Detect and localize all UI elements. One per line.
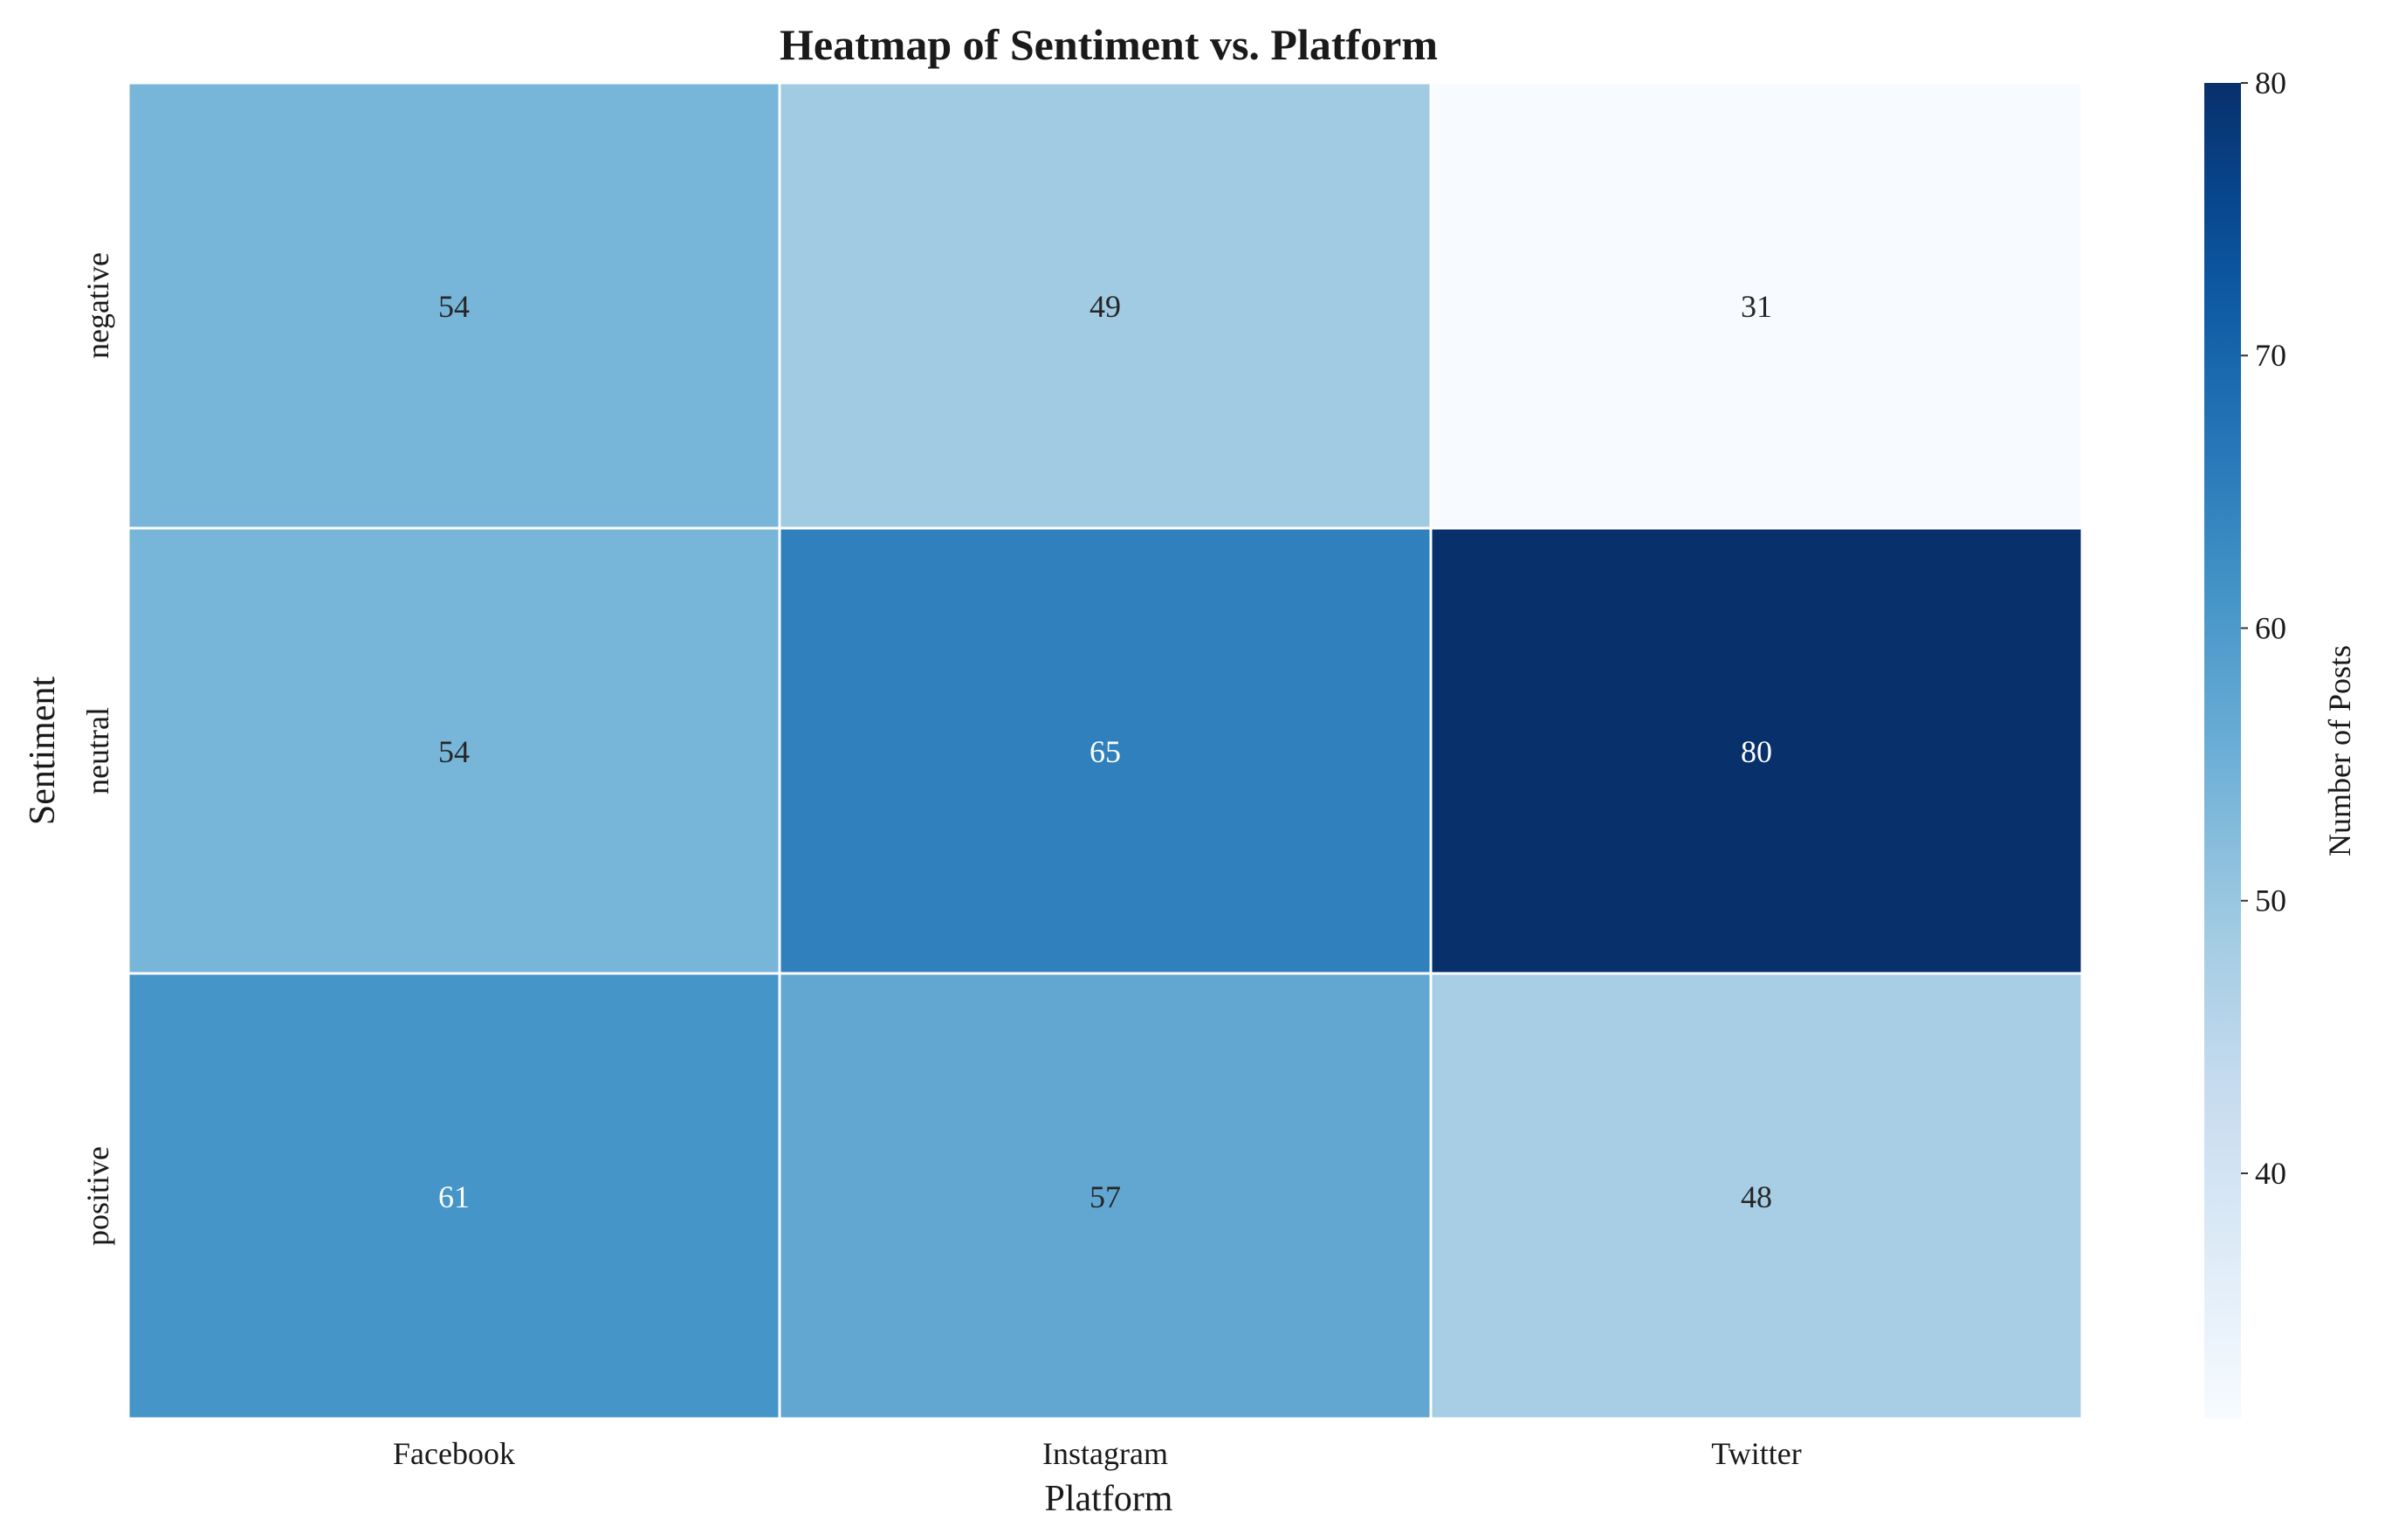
colorbar-tick-labels: 40 50 60 70 80 [2241,65,2286,1191]
cell-value-label: 65 [1089,734,1121,769]
x-tick-label: Instagram [1042,1436,1168,1471]
heatmap-cell [778,81,1433,530]
heatmap-cell [127,81,781,530]
x-tick-label: Facebook [393,1436,515,1471]
chart-title: Heatmap of Sentiment vs. Platform [780,20,1438,69]
heatmap-cell [127,526,781,975]
heatmap-cell-labels: 54 49 31 54 65 80 61 57 48 [438,289,1772,1214]
x-tick-label: Twitter [1711,1436,1801,1471]
colorbar [2204,83,2241,1419]
cell-value-label: 80 [1741,734,1772,769]
y-tick-label: positive [80,1146,115,1246]
cell-value-label: 49 [1089,289,1121,324]
cell-value-label: 31 [1741,289,1772,324]
cell-value-label: 54 [438,734,470,769]
y-tick-label: neutral [80,707,115,794]
colorbar-tick-label: 50 [2255,883,2286,918]
cell-value-label: 48 [1741,1179,1772,1214]
colorbar-tick-label: 60 [2255,610,2286,645]
heatmap-cell [1429,526,2084,975]
cell-value-label: 54 [438,289,470,324]
colorbar-tick-label: 70 [2255,338,2286,373]
x-axis-tick-labels: Facebook Instagram Twitter [393,1436,1802,1471]
colorbar-title: Number of Posts [2322,645,2357,856]
y-axis-title: Sentiment [23,677,63,826]
heatmap-cells [127,81,2084,1420]
colorbar-tick-label: 40 [2255,1156,2286,1191]
heatmap-cell [778,526,1433,975]
heatmap-cell [1429,972,2084,1420]
y-tick-label: negative [80,252,115,359]
colorbar-tick-label: 80 [2255,65,2286,100]
cell-value-label: 61 [438,1179,470,1214]
heatmap-cell [778,972,1433,1420]
x-axis-title: Platform [1045,1479,1173,1519]
y-axis-tick-labels: negative neutral positive [80,252,115,1246]
heatmap-cell [1429,81,2084,530]
heatmap-cell [127,972,781,1420]
cell-value-label: 57 [1089,1179,1121,1214]
